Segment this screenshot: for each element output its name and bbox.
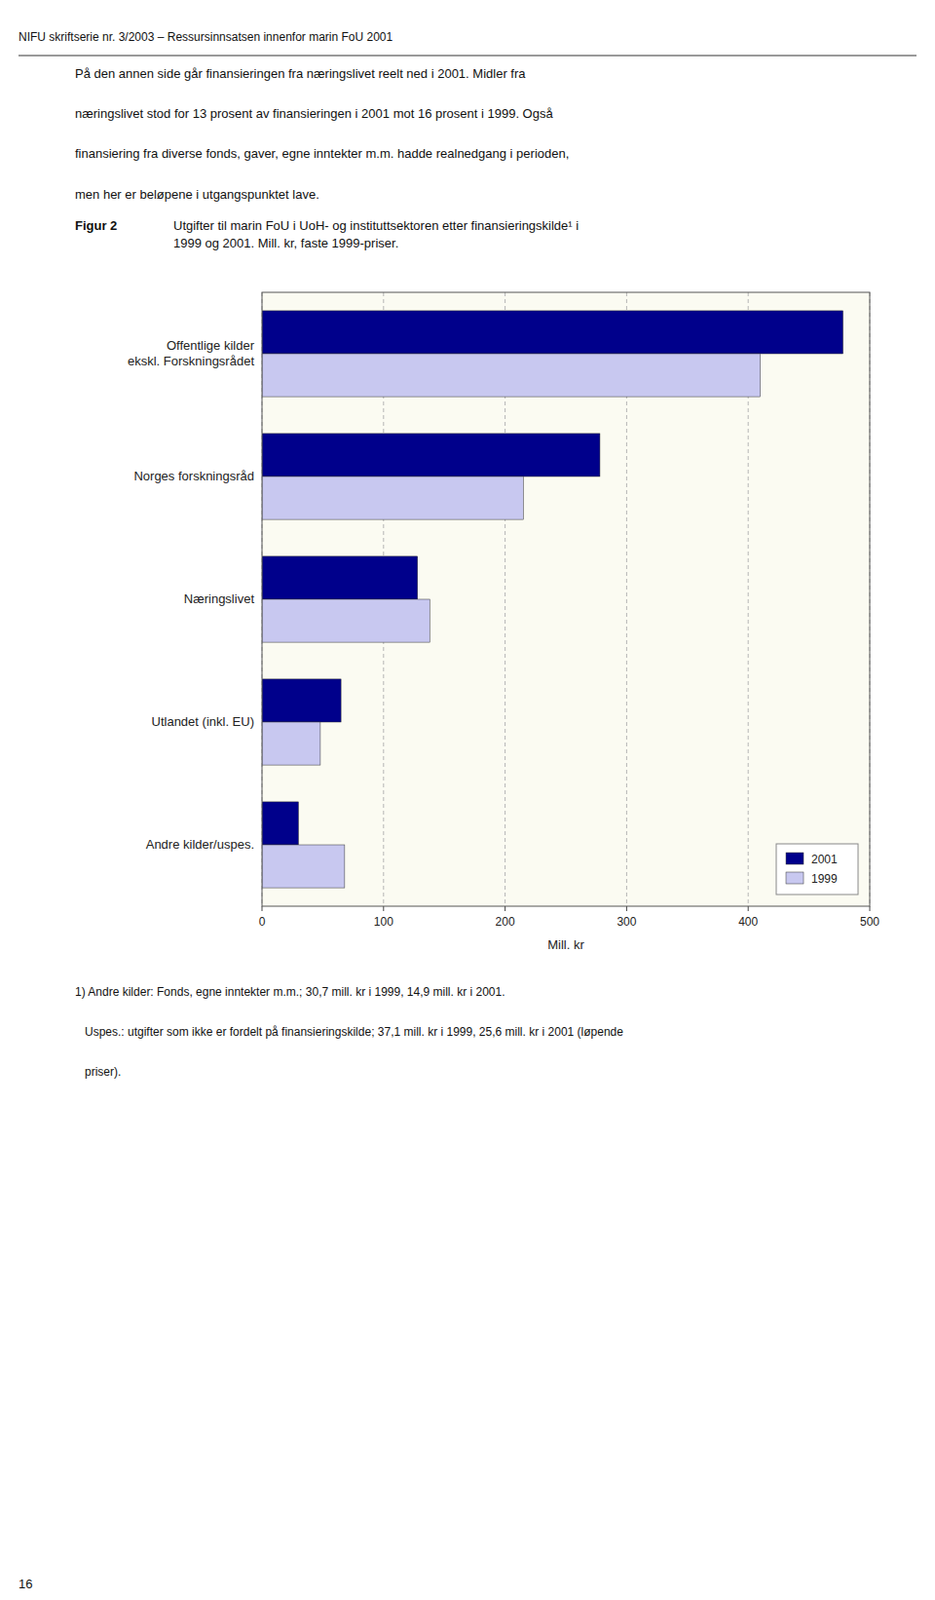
bar <box>261 598 430 642</box>
legend-label: 2001 <box>811 852 838 866</box>
category-label: Norges forskningsråd <box>133 468 255 484</box>
bar <box>261 476 524 520</box>
body-text: men her er beløpene i utgangspunktet lav… <box>74 187 320 202</box>
x-tick <box>382 905 384 911</box>
bar <box>261 678 341 722</box>
legend-box <box>776 843 859 895</box>
x-tick-label: 100 <box>374 914 394 929</box>
bar <box>261 844 345 888</box>
chart-title: Utgifter til marin FoU i UoH- og institu… <box>173 218 579 251</box>
page: NIFU skriftserie nr. 3/2003 – Ressursinn… <box>0 0 935 1600</box>
body-text: På den annen side går finansieringen fra… <box>74 66 526 81</box>
page-number: 16 <box>18 1575 33 1591</box>
x-tick <box>748 905 749 911</box>
chart: 0 100 200 300 400 500 Offentlige kilderekskl. … <box>127 292 880 952</box>
x-tick <box>626 905 628 911</box>
bar <box>261 433 600 477</box>
x-tick <box>261 905 263 911</box>
category-label: Næringslivet <box>184 591 256 606</box>
header-rule <box>18 55 917 57</box>
x-tick-label: 300 <box>616 914 636 929</box>
footnote: 1) Andre kilder: Fonds, egne inntekter m… <box>74 984 506 999</box>
category-label: Utlandet (inkl. EU) <box>151 713 255 729</box>
bar <box>261 801 299 845</box>
plot-frame <box>261 292 870 906</box>
footnote: priser). <box>74 1064 121 1079</box>
grid <box>261 292 870 906</box>
x-tick-label: 0 <box>259 914 266 929</box>
body-text: næringslivet stod for 13 prosent av fina… <box>74 106 554 121</box>
category-label: Andre kilder/uspes. <box>146 836 255 852</box>
legend-label: 1999 <box>811 871 838 886</box>
x-tick-label: 200 <box>495 914 516 929</box>
footnote: Uspes.: utgifter som ikke er fordelt på … <box>74 1024 624 1039</box>
header: NIFU skriftserie nr. 3/2003 – Ressursinn… <box>18 30 394 44</box>
page-background <box>0 0 935 1600</box>
body-text: finansiering fra diverse fonds, gaver, e… <box>74 146 569 161</box>
bars <box>261 310 844 888</box>
bar <box>261 353 761 397</box>
bar <box>261 556 418 599</box>
figure-label: Figur 2 <box>74 218 117 233</box>
x-tick <box>869 905 871 911</box>
x-tick <box>504 905 506 911</box>
category-label: Offentlige kilderekskl. Forskningsrådet <box>127 337 256 369</box>
legend-swatch <box>785 871 804 884</box>
x-tick-label: 400 <box>738 914 758 929</box>
bar <box>261 721 321 765</box>
x-axis-label: Mill. kr <box>547 936 585 952</box>
legend: 2001 1999 <box>776 843 859 895</box>
plot-area <box>261 292 870 906</box>
legend-swatch <box>785 852 804 864</box>
bar <box>261 310 844 354</box>
x-tick-label: 500 <box>860 914 880 929</box>
